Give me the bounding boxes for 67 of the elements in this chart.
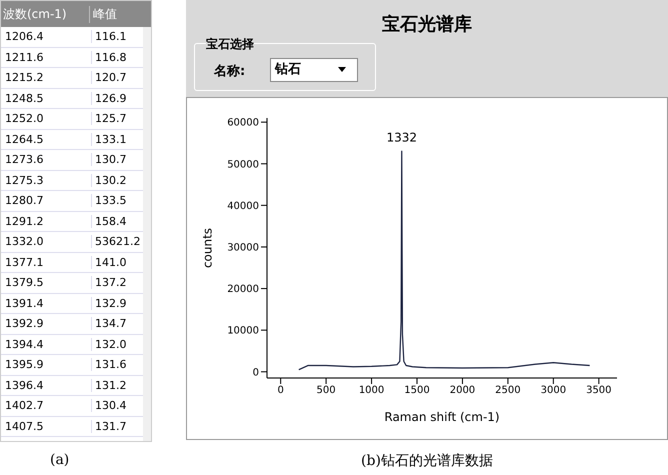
y-axis-title: counts <box>200 228 214 268</box>
category-label: 1215.2 <box>1 71 92 84</box>
data-label: 120.7 <box>94 71 126 84</box>
text: 宝石选择 <box>206 36 254 53</box>
y-tick-label: 40000 <box>227 200 259 212</box>
line-series <box>298 150 590 370</box>
category-label: 1395.9 <box>1 358 92 372</box>
data-label: 132.0 <box>94 338 126 351</box>
data-label: 141.0 <box>94 256 126 269</box>
data-label: 131.7 <box>94 420 126 433</box>
y-tick-label: 20000 <box>227 284 259 296</box>
category-label: 1379.5 <box>1 276 92 290</box>
text: 钻石 <box>270 58 358 82</box>
text: 波数(cm-1) <box>1 6 90 22</box>
category-label: 1273.6 <box>1 153 92 166</box>
data-label: 131.6 <box>94 358 126 372</box>
annotation: 1332 <box>386 130 417 144</box>
x-tick-label: 2000 <box>450 385 476 396</box>
data-label: 158.4 <box>94 214 126 228</box>
category-label: 1396.4 <box>1 378 92 392</box>
data-label: 116.1 <box>94 30 126 44</box>
x-tick-label: 1000 <box>358 385 384 396</box>
data-label: 130.2 <box>94 174 126 187</box>
text: 名称: <box>214 63 246 80</box>
data-label: 133.5 <box>94 194 126 208</box>
category-label: 1377.1 <box>1 256 92 269</box>
x-tick-label: 3500 <box>586 385 612 396</box>
data-label: 131.2 <box>94 378 126 392</box>
data-label: 125.7 <box>94 112 126 126</box>
category-label: 1391.4 <box>1 296 92 310</box>
chart-title: 宝石光谱库 <box>381 13 473 36</box>
category-label: 1394.4 <box>1 338 92 351</box>
data-label: 130.4 <box>94 399 126 412</box>
text: (a) <box>50 452 70 468</box>
category-label: 1211.6 <box>1 50 92 64</box>
data-label: 134.7 <box>94 317 126 330</box>
category-label: 1280.7 <box>1 194 92 208</box>
category-label: 1407.5 <box>1 420 92 433</box>
category-label: 1392.9 <box>1 317 92 330</box>
x-tick-label: 500 <box>316 385 336 396</box>
data-label: 132.9 <box>94 296 126 310</box>
category-label: 1264.5 <box>1 132 92 146</box>
category-label: 1332.0 <box>1 235 92 248</box>
data-label: 130.7 <box>94 153 126 166</box>
text: (b)钻石的光谱库数据 <box>360 452 494 470</box>
y-tick-label: 0 <box>252 367 259 378</box>
x-tick-label: 2500 <box>495 385 521 396</box>
y-tick-label: 30000 <box>227 242 259 254</box>
category-label: 1252.0 <box>1 112 92 126</box>
data-label: 133.1 <box>94 132 126 146</box>
x-axis-title: Raman shift (cm-1) <box>384 410 500 424</box>
y-tick-label: 50000 <box>227 159 259 170</box>
category-label: 1248.5 <box>1 92 92 105</box>
x-tick-label: 3000 <box>540 385 566 396</box>
x-tick-label: 1500 <box>404 385 430 396</box>
text: 峰值 <box>92 6 117 22</box>
data-label: 116.8 <box>94 50 126 64</box>
category-label: 1275.3 <box>1 174 92 187</box>
data-label: 137.2 <box>94 276 126 290</box>
category-label: 1206.4 <box>1 30 92 44</box>
data-label: 53621.2 <box>94 235 140 248</box>
category-label: 1402.7 <box>1 399 92 412</box>
category-label: 1291.2 <box>1 214 92 228</box>
y-tick-label: 10000 <box>227 326 259 337</box>
data-label: 126.9 <box>94 92 126 105</box>
y-tick-label: 60000 <box>227 118 259 129</box>
x-tick-label: 0 <box>277 385 284 396</box>
